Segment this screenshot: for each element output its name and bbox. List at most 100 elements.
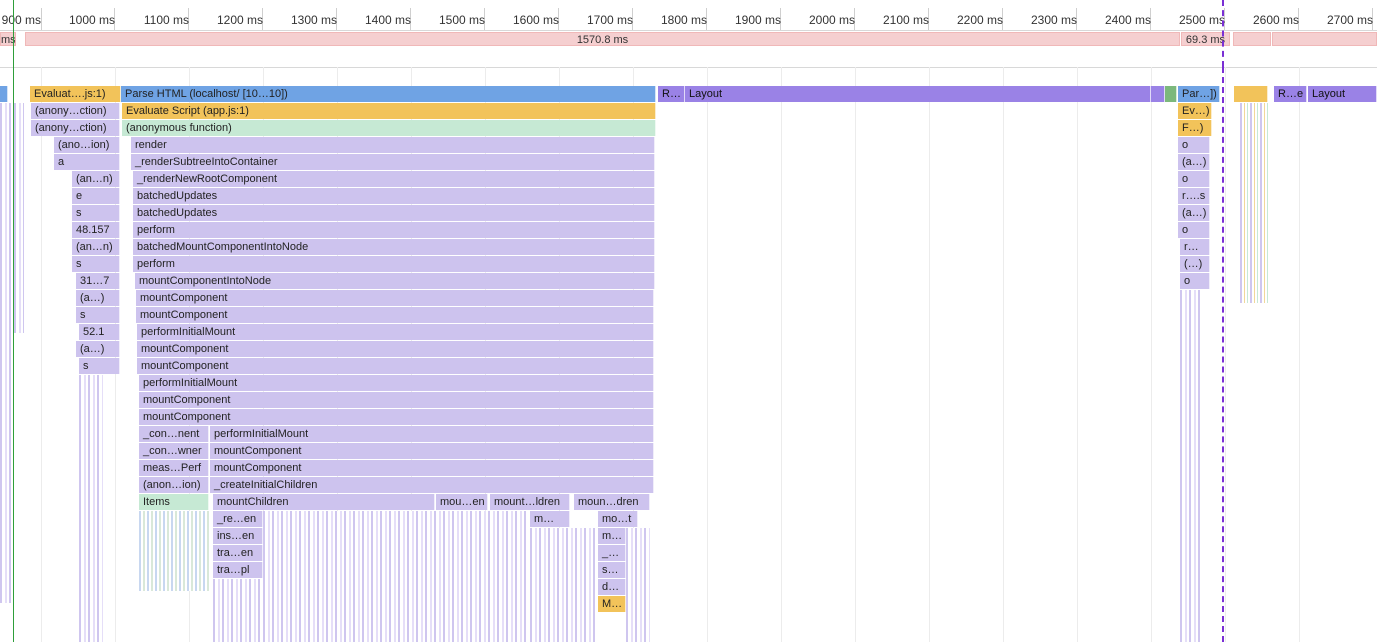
flame-bar[interactable]: m… bbox=[530, 511, 570, 527]
flame-bar[interactable]: (anony…ction) bbox=[31, 103, 120, 119]
flame-bar[interactable]: _con…wner bbox=[139, 443, 209, 459]
flame-bar[interactable]: mou…en bbox=[436, 494, 488, 510]
flame-bar[interactable]: m… bbox=[598, 528, 626, 544]
frame-bar[interactable]: ms bbox=[0, 32, 16, 46]
flame-bar[interactable]: (an…n) bbox=[72, 171, 120, 187]
flame-bar[interactable]: mountComponentIntoNode bbox=[135, 273, 655, 289]
flame-bar-recalc-right[interactable]: R…e bbox=[1274, 86, 1307, 102]
flame-bar[interactable]: M… bbox=[598, 596, 626, 612]
flame-bar[interactable]: o bbox=[1178, 137, 1210, 153]
flame-bar[interactable]: o bbox=[1178, 171, 1210, 187]
frame-bar[interactable]: 69.3 ms bbox=[1181, 32, 1230, 46]
flame-bar[interactable]: _re…en bbox=[213, 511, 263, 527]
flame-bar[interactable]: batchedUpdates bbox=[133, 188, 655, 204]
flame-bar[interactable]: s bbox=[79, 358, 120, 374]
flame-bar[interactable]: render bbox=[131, 137, 655, 153]
frame-bar[interactable] bbox=[1233, 32, 1271, 46]
flame-bar[interactable]: (a…) bbox=[76, 341, 120, 357]
flame-bar[interactable] bbox=[1151, 86, 1165, 102]
flame-bar[interactable]: mountComponent bbox=[136, 290, 654, 306]
flame-bar[interactable]: o bbox=[1178, 222, 1210, 238]
frame-bar[interactable]: 1570.8 ms bbox=[25, 32, 1180, 46]
flame-bar[interactable]: o bbox=[1180, 273, 1210, 289]
flame-bar[interactable]: mountComponent bbox=[139, 409, 654, 425]
ruler-tick-label: 2500 ms bbox=[1178, 13, 1225, 27]
flame-bar[interactable]: a bbox=[54, 154, 120, 170]
flame-bar[interactable]: (ano…ion) bbox=[54, 137, 120, 153]
flame-bar[interactable]: tra…en bbox=[213, 545, 263, 561]
flame-bar[interactable]: (a…) bbox=[1178, 205, 1210, 221]
flame-bar[interactable]: mo…t bbox=[598, 511, 638, 527]
ruler-tick bbox=[41, 8, 115, 30]
flame-bar[interactable]: 48.157 bbox=[72, 222, 120, 238]
flame-bar-layout-right[interactable]: Layout bbox=[1308, 86, 1377, 102]
flame-bar[interactable]: 31…7 bbox=[76, 273, 120, 289]
flame-bar[interactable]: mountComponent bbox=[137, 341, 654, 357]
flame-bar[interactable]: _con…nent bbox=[139, 426, 209, 442]
flame-bar[interactable]: d… bbox=[598, 579, 626, 595]
flame-stack-dense bbox=[1240, 103, 1268, 303]
flame-bar[interactable]: mountComponent bbox=[210, 460, 654, 476]
ruler-tick bbox=[633, 8, 707, 30]
flame-bar[interactable]: batchedUpdates bbox=[133, 205, 655, 221]
time-ruler[interactable]: 900 ms 1000 ms 1100 ms 1200 ms 1300 ms 1… bbox=[0, 0, 1377, 31]
flame-bar[interactable]: (an…n) bbox=[72, 239, 120, 255]
flame-bar[interactable]: F…) bbox=[1178, 120, 1212, 136]
ruler-tick bbox=[855, 8, 929, 30]
flame-bar[interactable]: mountComponent bbox=[210, 443, 654, 459]
flame-bar[interactable]: s bbox=[76, 307, 120, 323]
flame-bar[interactable]: _… bbox=[598, 545, 626, 561]
flame-bar[interactable]: r… bbox=[1180, 239, 1210, 255]
flame-bar[interactable]: mountChildren bbox=[213, 494, 435, 510]
flame-bar[interactable]: (a…) bbox=[76, 290, 120, 306]
flame-bar[interactable]: (anon…ion) bbox=[139, 477, 209, 493]
flame-bar-evaluate-script[interactable]: Evaluate Script (app.js:1) bbox=[122, 103, 656, 119]
flame-bar-parse-right[interactable]: Par…]) bbox=[1178, 86, 1220, 102]
frames-track[interactable]: ms 1570.8 ms 69.3 ms bbox=[0, 30, 1377, 68]
flame-bar[interactable]: performInitialMount bbox=[137, 324, 654, 340]
flame-bar-layout[interactable]: Layout bbox=[685, 86, 1151, 102]
flame-bar[interactable]: e bbox=[72, 188, 120, 204]
flame-bar-parse-html[interactable]: Parse HTML (localhost/ [10…10]) bbox=[121, 86, 656, 102]
flame-bar[interactable]: (anony…ction) bbox=[31, 120, 120, 136]
flame-bar[interactable]: tra…pl bbox=[213, 562, 263, 578]
flame-bar-anon-fn[interactable]: (anonymous function) bbox=[122, 120, 656, 136]
flame-bar[interactable]: Items bbox=[139, 494, 209, 510]
flame-bar[interactable]: r….s bbox=[1178, 188, 1210, 204]
flame-bar[interactable]: _renderNewRootComponent bbox=[133, 171, 655, 187]
flame-bar[interactable]: moun…dren bbox=[574, 494, 650, 510]
flame-bar-evaluate[interactable]: Evaluat….js:1) bbox=[30, 86, 121, 102]
ruler-tick-label: 2200 ms bbox=[956, 13, 1003, 27]
flame-bar[interactable]: performInitialMount bbox=[210, 426, 654, 442]
flame-bar-recalc[interactable]: R… bbox=[658, 86, 685, 102]
flame-bar[interactable]: 52.1 bbox=[79, 324, 120, 340]
flame-bar[interactable]: ins…en bbox=[213, 528, 263, 544]
ruler-tick bbox=[929, 8, 1003, 30]
flame-bar[interactable]: mountComponent bbox=[139, 392, 654, 408]
marker-dom-content-loaded bbox=[13, 0, 14, 67]
flame-bar[interactable] bbox=[1165, 86, 1177, 102]
ruler-tick bbox=[115, 8, 189, 30]
flame-bar[interactable]: s bbox=[72, 256, 120, 272]
flame-bar[interactable]: s… bbox=[598, 562, 626, 578]
ruler-tick-label: 2600 ms bbox=[1252, 13, 1299, 27]
flame-bar[interactable]: perform bbox=[133, 256, 655, 272]
flame-bar[interactable]: s bbox=[72, 205, 120, 221]
flame-bar[interactable]: meas…Perf bbox=[139, 460, 209, 476]
flame-bar[interactable] bbox=[1234, 86, 1268, 102]
flame-bar[interactable]: performInitialMount bbox=[139, 375, 654, 391]
flame-bar[interactable]: _createInitialChildren bbox=[210, 477, 654, 493]
flame-bar[interactable]: mount…ldren bbox=[490, 494, 570, 510]
flame-bar[interactable] bbox=[0, 86, 8, 102]
flame-bar[interactable]: _renderSubtreeIntoContainer bbox=[131, 154, 655, 170]
flame-bar[interactable]: Ev…) bbox=[1178, 103, 1212, 119]
flame-bar[interactable]: batchedMountComponentIntoNode bbox=[133, 239, 655, 255]
flame-bar[interactable]: mountComponent bbox=[136, 307, 654, 323]
flame-bar[interactable]: perform bbox=[133, 222, 655, 238]
flame-bar[interactable]: (a…) bbox=[1178, 154, 1210, 170]
frame-bar[interactable] bbox=[1272, 32, 1377, 46]
flame-chart[interactable]: Evaluat….js:1) Parse HTML (localhost/ [1… bbox=[0, 67, 1377, 642]
flame-bar[interactable]: mountComponent bbox=[137, 358, 654, 374]
flame-bar[interactable]: (…) bbox=[1180, 256, 1210, 272]
flame-stack-dense bbox=[213, 579, 263, 642]
